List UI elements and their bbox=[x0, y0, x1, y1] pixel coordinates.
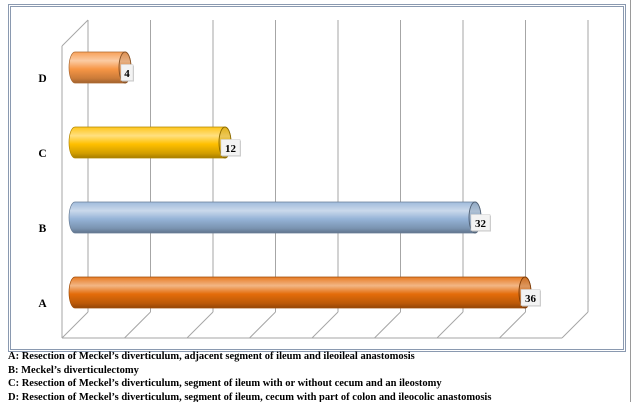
data-label-B: 32 bbox=[475, 218, 487, 230]
bar-A bbox=[68, 276, 532, 309]
data-label-box-D bbox=[120, 64, 134, 81]
category-label-B: B bbox=[39, 223, 47, 235]
category-label-C: C bbox=[38, 148, 46, 160]
data-label-C: 12 bbox=[225, 143, 237, 155]
note-a: A: Resection of Meckel’s diverticulum, a… bbox=[8, 351, 415, 362]
floor-gridline bbox=[124, 311, 151, 339]
data-label-box-B bbox=[470, 214, 491, 231]
floor-gridline bbox=[186, 311, 214, 339]
floor-gridline bbox=[249, 311, 276, 339]
floor-gridline bbox=[499, 311, 526, 339]
note-d: D: Resection of Meckel’s diverticulum, s… bbox=[8, 392, 492, 402]
floor-gridline bbox=[561, 311, 589, 339]
data-label-D: 4 bbox=[124, 68, 130, 80]
note-c: C: Resection of Meckel’s diverticulum, s… bbox=[8, 378, 442, 390]
page-border-line bbox=[630, 0, 631, 402]
data-label-box-A bbox=[520, 289, 541, 306]
side-wall-top-edge bbox=[61, 19, 89, 47]
floor-gridline bbox=[311, 311, 339, 339]
footnotes: A: Resection of Meckel’s diverticulum, a… bbox=[8, 350, 628, 402]
bar-C bbox=[68, 126, 232, 159]
floor-gridline bbox=[374, 311, 401, 339]
data-label-A: 36 bbox=[525, 293, 537, 305]
floor-gridline bbox=[436, 311, 464, 339]
note-b: B: Meckel’s diverticulectomy bbox=[8, 364, 139, 376]
data-label-box-C bbox=[220, 139, 241, 156]
floor-gridline bbox=[61, 311, 89, 339]
category-label-A: A bbox=[38, 298, 47, 310]
bar-B bbox=[68, 201, 482, 234]
category-label-D: D bbox=[38, 73, 46, 85]
bar-chart: 36 A 32 B 12 C 4 D bbox=[38, 19, 589, 339]
